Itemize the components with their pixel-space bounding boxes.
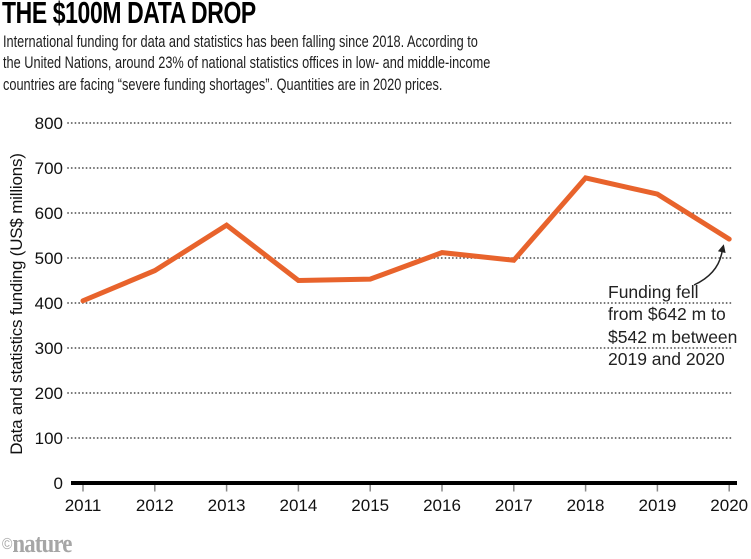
x-tick-label: 2015 (351, 496, 389, 515)
y-tick-label: 800 (35, 114, 63, 133)
annotation-arrow (693, 251, 723, 286)
y-tick-label: 0 (54, 474, 63, 493)
funding-line (80, 175, 732, 304)
subtitle-line: countries are facing “severe funding sho… (3, 74, 443, 94)
chart-subtitle: International funding for data and stati… (3, 31, 490, 95)
y-tick-label: 200 (35, 384, 63, 403)
x-tick-label: 2020 (710, 496, 748, 515)
annotation-line: $542 m between (608, 326, 738, 347)
x-tick-label: 2017 (495, 496, 533, 515)
subtitle-line: the United Nations, around 23% of nation… (3, 53, 491, 73)
chart-title: THE $100M DATA DROP (2, 0, 256, 30)
y-tick-label: 500 (35, 249, 63, 268)
x-tick-label: 2019 (638, 496, 676, 515)
annotation-line: 2019 and 2020 (608, 348, 725, 369)
nature-brand: nature (12, 529, 72, 558)
x-tick-label: 2011 (65, 496, 102, 515)
annotation-arrowhead (717, 244, 726, 253)
annotation-line: Funding fell (608, 282, 699, 302)
x-tick-label: 2012 (136, 496, 174, 515)
x-tick-label: 2013 (208, 496, 246, 515)
x-tick-label: 2016 (423, 496, 461, 515)
y-tick-label: 400 (35, 294, 63, 313)
nature-credit: ©nature (2, 529, 72, 559)
y-tick-label: 100 (35, 429, 63, 448)
x-tick-label: 2014 (279, 496, 317, 515)
y-axis-title: Data and statistics funding (US$ million… (7, 153, 26, 455)
y-tick-label: 700 (35, 159, 63, 178)
copyright-icon: © (2, 536, 13, 553)
y-tick-label: 300 (35, 339, 63, 358)
annotation-line: from $642 m to (608, 304, 726, 325)
x-tick-label: 2018 (567, 496, 605, 515)
y-tick-label: 600 (35, 204, 63, 223)
subtitle-line: International funding for data and stati… (3, 32, 478, 51)
annotation-callout: Funding fell from $642 m to $542 m betwe… (608, 281, 737, 370)
